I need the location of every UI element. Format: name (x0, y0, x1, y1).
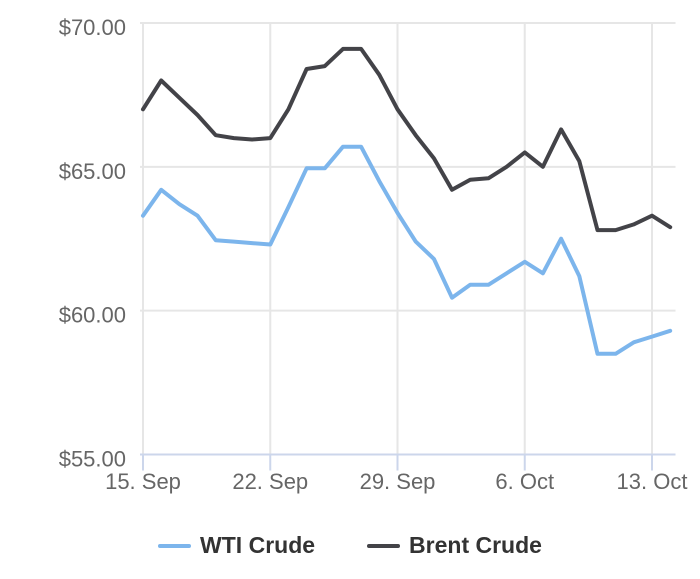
x-axis (140, 453, 676, 471)
series-line-wti-crude[interactable] (141, 144, 673, 356)
y-axis-label: $55.00 (59, 447, 126, 472)
series-line-brent-crude[interactable] (141, 46, 673, 233)
chart-legend: WTI Crude Brent Crude (0, 532, 700, 559)
x-axis-label: 15. Sep (105, 469, 181, 494)
y-axis-label: $70.00 (59, 15, 126, 40)
x-axis-label: 29. Sep (360, 469, 436, 494)
legend-item-wti-crude[interactable]: WTI Crude (158, 532, 315, 559)
gridlines (140, 21, 676, 455)
x-axis-label: 22. Sep (232, 469, 308, 494)
x-axis-label: 13. Oct (617, 469, 688, 494)
legend-label: Brent Crude (409, 532, 542, 558)
series-group (141, 46, 673, 356)
y-axis-label: $60.00 (59, 303, 126, 328)
legend-label: WTI Crude (200, 532, 316, 558)
legend-item-brent-crude[interactable]: Brent Crude (367, 532, 542, 559)
legend-line-swatch (367, 543, 401, 548)
legend-line-swatch (158, 543, 192, 548)
axis-labels: $55.00 $60.00 $65.00 $70.00 15. Sep 22. Sep 29… (59, 15, 688, 494)
y-axis-label: $65.00 (59, 159, 126, 184)
x-axis-label: 6. Oct (495, 469, 554, 494)
